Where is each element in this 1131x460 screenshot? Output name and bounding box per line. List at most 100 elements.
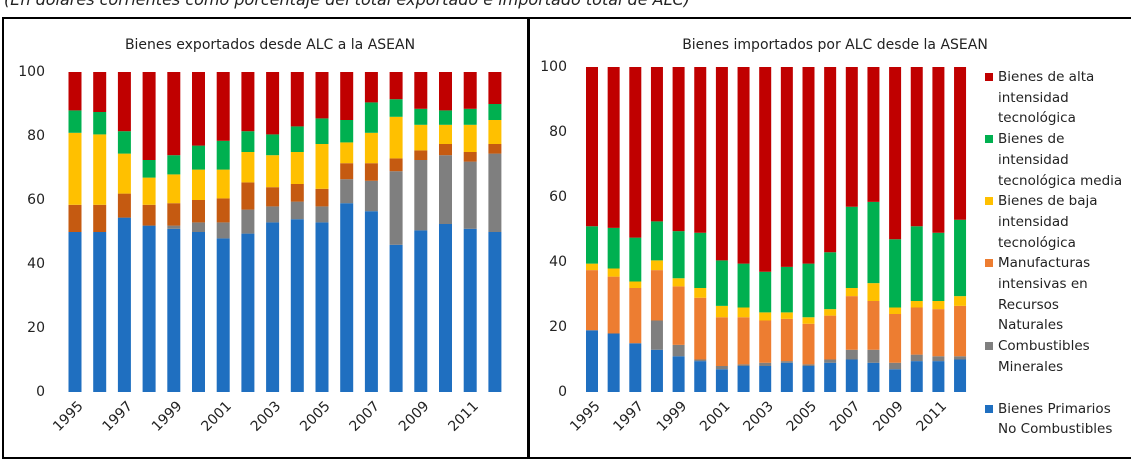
bar-segment — [68, 110, 82, 133]
bar-segment — [364, 163, 378, 181]
bar-segment — [488, 120, 502, 144]
bar-segment — [672, 67, 685, 232]
bar-segment — [241, 233, 255, 392]
y-tick-label: 80 — [549, 124, 567, 140]
bar-segment — [759, 320, 772, 363]
legend-item: Bienes Primarios No Combustibles — [985, 399, 1131, 440]
legend-item: Bienes de baja intensidad tecnológica — [985, 191, 1131, 253]
bar-segment — [439, 110, 452, 125]
bar-segment — [910, 67, 923, 227]
bar-segment — [93, 232, 107, 392]
legend-swatch — [985, 259, 993, 268]
bar-segment — [867, 201, 880, 284]
legend-item: Bienes de intensidad tecnológica media — [985, 129, 1131, 191]
bar-segment — [737, 307, 750, 318]
bar-segment — [759, 271, 772, 313]
bar-segment — [780, 266, 793, 313]
bar-segment — [340, 163, 354, 180]
x-tick-label: 2011 — [445, 398, 482, 435]
bar-segment — [216, 238, 230, 392]
bar-segment — [439, 155, 452, 224]
bar-segment — [845, 349, 858, 360]
bar-segment — [715, 317, 728, 366]
x-tick-label: 2007 — [827, 398, 864, 435]
bar-segment — [759, 366, 772, 392]
bar-segment — [463, 108, 477, 125]
bar-segment — [932, 309, 945, 357]
bar-segment — [192, 200, 205, 223]
bar-segment — [241, 72, 255, 132]
bar-segment — [780, 312, 793, 319]
bar-segment — [715, 305, 728, 318]
chart-title: Bienes importados por ALC desde la ASEAN — [682, 37, 988, 53]
bar-segment — [650, 221, 663, 261]
bar-segment — [737, 317, 750, 365]
legend-swatch — [985, 342, 993, 351]
bar-segment — [142, 72, 156, 160]
legend-label: Bienes de intensidad tecnológica media — [998, 131, 1123, 189]
bar-segment — [824, 252, 837, 310]
bar-segment — [463, 124, 477, 152]
bar-segment — [463, 72, 477, 109]
bar-segment — [241, 209, 255, 234]
bar-segment — [414, 124, 428, 151]
bar-segment — [802, 366, 815, 392]
bar-segment — [694, 297, 707, 360]
bar-segment — [910, 226, 923, 301]
x-tick-label: 2005 — [297, 398, 334, 435]
legend-swatch — [985, 73, 993, 81]
bar-segment — [802, 323, 815, 365]
x-tick-label: 1997 — [610, 398, 647, 435]
bar-segment — [932, 356, 945, 362]
legend-label: Bienes de alta intensidad tecnológica — [998, 69, 1095, 127]
bar-segment — [266, 134, 280, 156]
bar-segment — [68, 72, 82, 111]
bar-segment — [780, 362, 793, 392]
bar-segment — [463, 152, 477, 162]
bar-segment — [607, 333, 620, 392]
bar-segment — [340, 203, 354, 392]
bar-segment — [824, 67, 837, 253]
bar-segment — [715, 369, 728, 392]
bar-segment — [389, 244, 403, 392]
bar-segment — [167, 155, 181, 175]
bar-segment — [439, 144, 452, 156]
bar-segment — [93, 204, 107, 232]
bar-segment — [802, 364, 815, 366]
bar-segment — [629, 67, 642, 238]
bar-segment — [932, 67, 945, 233]
bar-segment — [488, 104, 502, 120]
bar-segment — [910, 354, 923, 362]
bar-segment — [340, 72, 354, 120]
x-tick-label: 1997 — [100, 398, 137, 435]
bar-segment — [389, 99, 403, 117]
bar-segment — [802, 317, 815, 324]
x-tick-label: 1995 — [567, 398, 604, 435]
bar-segment — [672, 356, 685, 392]
bar-segment — [867, 301, 880, 350]
bar-segment — [117, 131, 131, 154]
bar-segment — [845, 296, 858, 350]
bar-segment — [117, 72, 131, 132]
bar-segment — [340, 142, 354, 164]
bar-segment — [650, 260, 663, 271]
bar-segment — [93, 72, 107, 112]
bar-segment — [780, 67, 793, 267]
bar-segment — [463, 161, 477, 229]
bar-segment — [737, 263, 750, 308]
bar-segment — [241, 131, 255, 152]
bar-segment — [93, 134, 107, 205]
bar-segment — [290, 126, 304, 152]
bar-segment — [672, 278, 685, 287]
bar-segment — [954, 359, 967, 392]
bar-segment — [68, 204, 82, 232]
bar-segment — [910, 361, 923, 392]
bar-segment — [142, 225, 156, 392]
bar-segment — [824, 309, 837, 316]
bar-segment — [439, 124, 452, 144]
bar-segment — [954, 356, 967, 360]
bar-segment — [389, 116, 403, 159]
bar-segment — [142, 177, 156, 205]
bar-segment — [117, 153, 131, 194]
